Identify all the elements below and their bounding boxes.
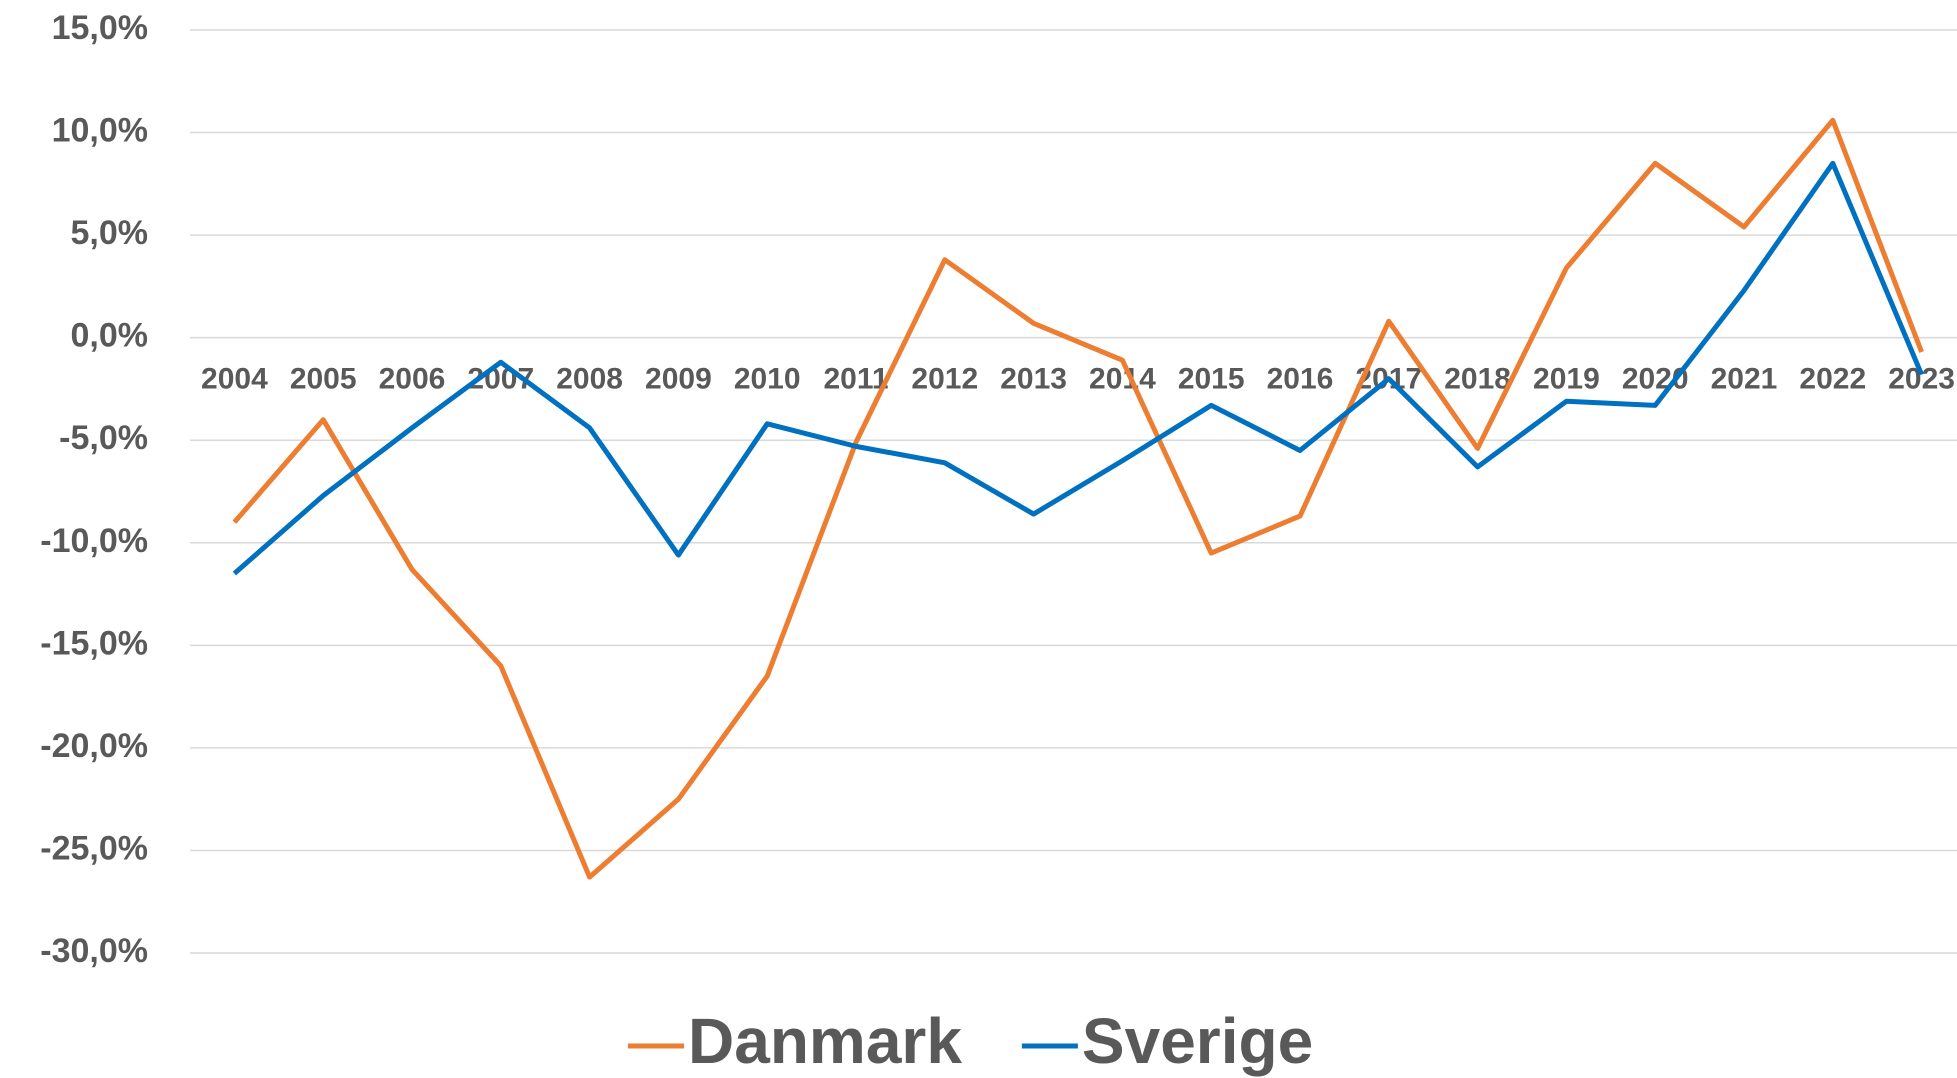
y-tick-label: -5,0% bbox=[59, 419, 148, 457]
y-tick-label: -30,0% bbox=[40, 932, 148, 970]
x-tick-label: 2008 bbox=[556, 363, 623, 396]
y-tick-label: -15,0% bbox=[40, 624, 148, 662]
legend-label: Sverige bbox=[1082, 1005, 1313, 1077]
x-tick-label: 2011 bbox=[823, 363, 888, 396]
x-tick-label: 2012 bbox=[911, 363, 978, 396]
x-tick-label: 2018 bbox=[1444, 363, 1511, 396]
x-tick-label: 2006 bbox=[379, 363, 446, 396]
y-tick-label: -10,0% bbox=[40, 522, 148, 560]
x-tick-label: 2019 bbox=[1533, 363, 1600, 396]
series-line bbox=[232, 117, 1924, 880]
y-tick-label: 10,0% bbox=[52, 112, 148, 150]
x-tick-label: 2004 bbox=[201, 363, 268, 396]
x-tick-label: 2009 bbox=[645, 363, 712, 396]
series-line bbox=[232, 160, 1924, 576]
x-tick-label: 2023 bbox=[1888, 363, 1955, 396]
x-tick-label: 2013 bbox=[1000, 363, 1067, 396]
x-tick-label: 2005 bbox=[290, 363, 357, 396]
x-tick-label: 2010 bbox=[734, 363, 801, 396]
y-tick-label: 5,0% bbox=[71, 214, 149, 252]
x-tick-label: 2022 bbox=[1799, 363, 1866, 396]
x-tick-label: 2015 bbox=[1178, 363, 1245, 396]
x-tick-label: 2014 bbox=[1089, 363, 1156, 396]
y-tick-label: -25,0% bbox=[40, 829, 148, 867]
x-tick-label: 2016 bbox=[1267, 363, 1334, 396]
y-tick-label: 15,0% bbox=[52, 9, 148, 47]
x-tick-label: 2021 bbox=[1711, 363, 1778, 396]
y-tick-label: 0,0% bbox=[71, 317, 149, 355]
legend-label: Danmark bbox=[688, 1005, 962, 1077]
y-tick-label: -20,0% bbox=[40, 727, 148, 765]
